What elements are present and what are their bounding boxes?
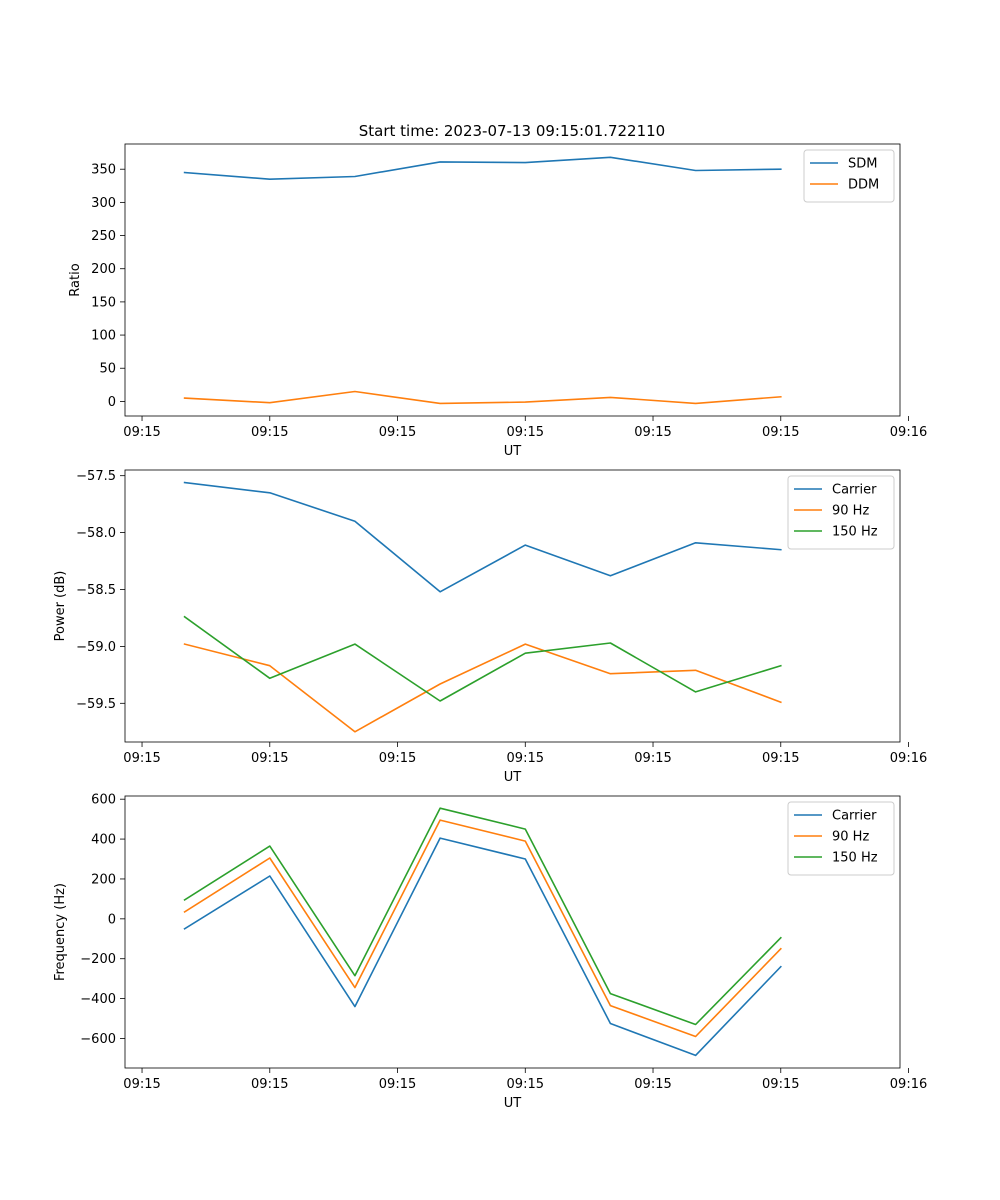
y-axis-label: Power (dB) <box>53 571 68 642</box>
x-tick-label: 09:15 <box>379 425 416 440</box>
series-line-90-hz: 90 Hz <box>183 643 782 733</box>
series-line-90-hz: 90 Hz <box>183 819 782 1038</box>
x-tick-label: 09:15 <box>251 1077 288 1092</box>
subplot-1: SDM DDM 09:15 09:15 09:15 09:15 09:15 09:15 09:1… <box>68 143 927 459</box>
x-tick-label: 09:15 <box>507 425 544 440</box>
subplots: SDM DDM 09:15 09:15 09:15 09:15 09:15 09:15 09:1… <box>53 143 927 1111</box>
y-tick-label: 150 <box>91 295 116 310</box>
y-tick-label: −200 <box>80 952 116 967</box>
y-tick-label: 400 <box>91 833 116 848</box>
legend: SDM DDM <box>803 149 895 203</box>
legend-label: Carrier <box>832 483 877 498</box>
y-tick-label: −57.5 <box>76 469 116 484</box>
series-line-ddm: DDM <box>183 390 782 405</box>
x-tick-label: 09:16 <box>890 425 927 440</box>
legend-label: SDM <box>848 157 877 172</box>
y-tick-label: 600 <box>91 793 116 808</box>
axes-frame <box>124 143 901 417</box>
x-tick-label: 09:15 <box>251 751 288 766</box>
axes-frame <box>124 469 901 743</box>
legend: Carrier 90 Hz 150 Hz <box>787 475 895 550</box>
y-tick-label: 0 <box>108 912 116 927</box>
y-tick-label: −59.5 <box>76 697 116 712</box>
x-tick-label: 09:15 <box>251 425 288 440</box>
legend-label: DDM <box>848 178 879 193</box>
x-tick-label: 09:15 <box>634 1077 671 1092</box>
x-tick-label: 09:16 <box>890 751 927 766</box>
legend-label: 150 Hz <box>832 525 878 540</box>
axes-frame <box>124 795 901 1069</box>
series-line-carrier: Carrier <box>183 481 782 593</box>
series-line-carrier: Carrier <box>183 837 782 1057</box>
series-line-150-hz: 150 Hz <box>183 807 782 1026</box>
x-axis-label: UT <box>504 1096 522 1111</box>
y-tick-label: −58.5 <box>76 583 116 598</box>
x-tick-label: 09:15 <box>507 751 544 766</box>
x-axis-label: UT <box>504 770 522 785</box>
y-tick-label: 250 <box>91 229 116 244</box>
legend-label: 90 Hz <box>832 830 869 845</box>
y-tick-label: −58.0 <box>76 526 116 541</box>
x-tick-label: 09:15 <box>123 1077 160 1092</box>
y-tick-label: 50 <box>99 362 116 377</box>
y-tick-label: 200 <box>91 872 116 887</box>
x-tick-label: 09:15 <box>507 1077 544 1092</box>
y-tick-label: 100 <box>91 329 116 344</box>
y-tick-label: 0 <box>108 395 116 410</box>
y-tick-label: −600 <box>80 1032 116 1047</box>
y-axis-label: Frequency (Hz) <box>53 883 68 981</box>
figure-title: Start time: 2023-07-13 09:15:01.722110 <box>359 122 665 140</box>
y-tick-label: −59.0 <box>76 640 116 655</box>
legend: Carrier 90 Hz 150 Hz <box>787 801 895 876</box>
series-line-150-hz: 150 Hz <box>183 615 782 702</box>
x-tick-label: 09:15 <box>762 751 799 766</box>
x-tick-label: 09:15 <box>379 1077 416 1092</box>
y-tick-label: 350 <box>91 163 116 178</box>
y-tick-label: −400 <box>80 992 116 1007</box>
x-tick-label: 09:15 <box>634 751 671 766</box>
legend-label: 90 Hz <box>832 504 869 519</box>
x-tick-label: 09:16 <box>890 1077 927 1092</box>
series-line-sdm: SDM <box>183 156 782 180</box>
y-tick-label: 200 <box>91 262 116 277</box>
x-axis-label: UT <box>504 444 522 459</box>
y-axis-label: Ratio <box>68 263 83 296</box>
x-tick-label: 09:15 <box>123 425 160 440</box>
x-tick-label: 09:15 <box>762 1077 799 1092</box>
x-tick-label: 09:15 <box>634 425 671 440</box>
legend-label: 150 Hz <box>832 851 878 866</box>
x-tick-label: 09:15 <box>379 751 416 766</box>
y-tick-label: 300 <box>91 196 116 211</box>
x-tick-label: 09:15 <box>123 751 160 766</box>
legend-label: Carrier <box>832 809 877 824</box>
x-tick-label: 09:15 <box>762 425 799 440</box>
